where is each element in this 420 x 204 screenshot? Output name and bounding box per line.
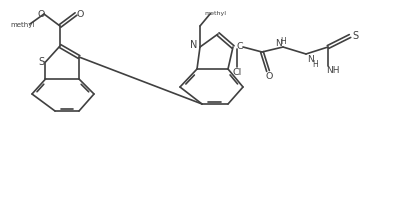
Text: N: N [190, 40, 198, 50]
Text: O: O [76, 10, 84, 19]
Text: H: H [280, 37, 286, 46]
Text: Cl: Cl [232, 68, 241, 77]
Text: N: N [276, 39, 282, 48]
Text: O: O [37, 10, 45, 19]
Text: NH: NH [326, 66, 340, 75]
Text: methyl: methyl [204, 11, 226, 16]
Text: H: H [312, 60, 318, 69]
Text: O: O [265, 72, 273, 81]
Text: C: C [237, 42, 243, 51]
Text: methyl: methyl [11, 22, 35, 28]
Text: S: S [39, 57, 45, 67]
Text: N: N [307, 55, 315, 64]
Text: S: S [352, 31, 358, 41]
